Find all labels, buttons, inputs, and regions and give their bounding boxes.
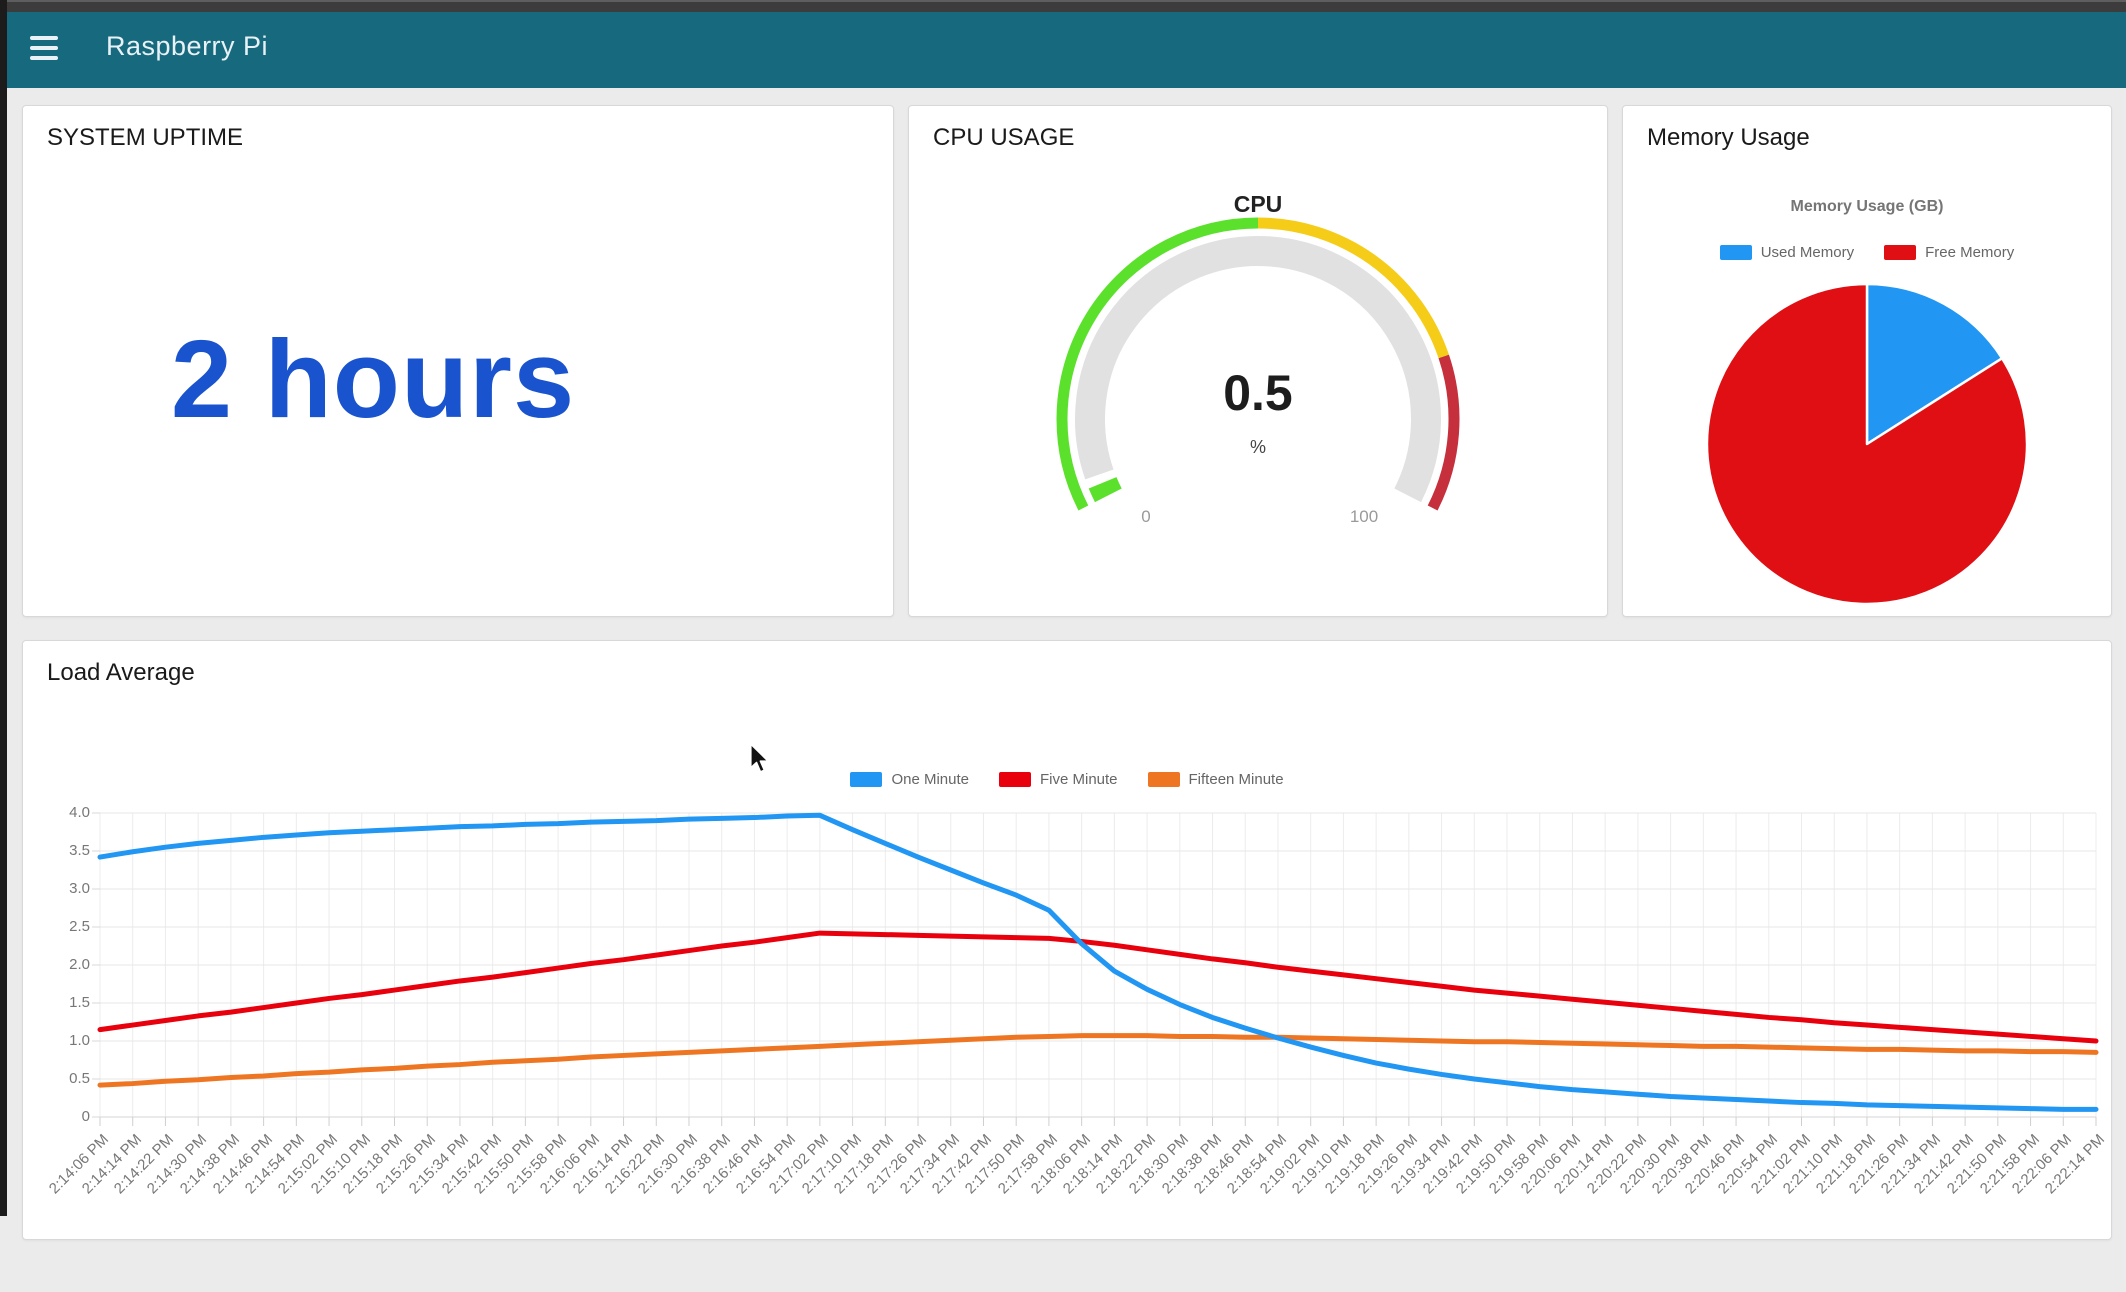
gauge-unit-label: % — [1250, 437, 1266, 457]
gauge-zone-arc-2 — [1427, 354, 1460, 511]
one-minute-swatch-icon — [850, 772, 883, 787]
cpu-card-title: CPU USAGE — [933, 124, 1075, 151]
series-line-one-minute[interactable] — [97, 812, 2099, 1112]
gauge-value: 0.5 — [1223, 365, 1293, 421]
series-line-fifteen-minute[interactable] — [97, 1033, 2099, 1088]
gauge-zone-arc-1 — [1257, 217, 1449, 359]
memory-card-title: Memory Usage — [1647, 124, 1810, 151]
gauge-track-arc — [1075, 236, 1441, 503]
mouse-cursor — [749, 744, 770, 773]
y-axis-label: 1.0 — [69, 1032, 90, 1049]
cpu-usage-card: CPU USAGE CPU 0.5 % 0 100 — [908, 105, 1608, 617]
load-average-card: Load Average One Minute Five Minute Fift… — [22, 640, 2112, 1240]
load-card-title: Load Average — [47, 659, 195, 686]
legend-item-fifteen-minute[interactable]: Fifteen Minute — [1147, 771, 1284, 788]
app-navbar: Raspberry Pi — [0, 12, 2126, 88]
y-axis-label: 0.5 — [69, 1070, 90, 1087]
legend-label: Fifteen Minute — [1188, 771, 1284, 788]
pie-slice-free-memory[interactable] — [1705, 282, 2029, 606]
system-uptime-card: SYSTEM UPTIME 2 hours — [22, 105, 894, 617]
fifteen-minute-swatch-icon — [1147, 772, 1180, 787]
legend-item-used-memory[interactable]: Used Memory — [1719, 244, 1855, 261]
gauge-min-label: 0 — [1141, 507, 1150, 526]
free-memory-swatch-icon — [1884, 245, 1917, 260]
horizontal-gridlines — [100, 812, 2096, 1118]
legend-label: Free Memory — [1925, 244, 2015, 261]
y-axis-label: 2.0 — [69, 956, 90, 973]
legend-item-one-minute[interactable]: One Minute — [850, 771, 969, 788]
pie-slice-used-memory[interactable] — [1865, 282, 2004, 446]
uptime-value: 2 hours — [170, 318, 576, 441]
memory-chart-title: Memory Usage (GB) — [1790, 198, 1944, 215]
uptime-card-title: SYSTEM UPTIME — [47, 124, 244, 151]
five-minute-swatch-icon — [998, 772, 1031, 787]
memory-chart-legend: Used Memory Free Memory — [1623, 244, 2111, 261]
memory-usage-card: Memory Usage Memory Usage (GB) Used Memo… — [1622, 105, 2112, 617]
memory-pie-chart[interactable] — [1697, 274, 2037, 614]
y-axis-label: 1.5 — [69, 994, 90, 1011]
app-title: Raspberry Pi — [106, 31, 269, 61]
y-axis-label: 3.5 — [69, 842, 90, 859]
y-axis-label: 2.5 — [69, 918, 90, 935]
gauge-zone-arc-0 — [1056, 217, 1259, 511]
legend-item-free-memory[interactable]: Free Memory — [1884, 244, 2014, 261]
gauge-title: CPU — [1234, 191, 1283, 217]
load-chart-legend: One Minute Five Minute Fifteen Minute — [23, 771, 2111, 788]
load-line-chart[interactable]: 4.0 3.5 3.0 2.5 2.0 1.5 1.0 0.5 0 2:14:06 PM 2:14:… — [23, 641, 2113, 1241]
legend-label: Five Minute — [1039, 771, 1118, 788]
window-left-edge — [0, 0, 7, 1216]
legend-label: One Minute — [891, 771, 969, 788]
cpu-gauge-chart[interactable]: CPU 0.5 % 0 100 — [978, 170, 1538, 550]
legend-label: Used Memory — [1760, 244, 1855, 261]
series-line-five-minute[interactable] — [97, 930, 2099, 1044]
gauge-max-label: 100 — [1350, 507, 1378, 526]
y-axis-label: 0 — [81, 1108, 90, 1125]
used-memory-swatch-icon — [1719, 245, 1752, 260]
hamburger-menu-icon[interactable] — [30, 36, 60, 62]
legend-item-five-minute[interactable]: Five Minute — [998, 771, 1118, 788]
window-titlebar — [0, 0, 2126, 12]
y-axis-label: 4.0 — [69, 804, 90, 821]
gauge-value-arc — [1088, 476, 1122, 503]
y-axis-label: 3.0 — [69, 880, 90, 897]
load-chart-canvas[interactable] — [23, 641, 2113, 1241]
axis-ticks — [92, 812, 2097, 1126]
